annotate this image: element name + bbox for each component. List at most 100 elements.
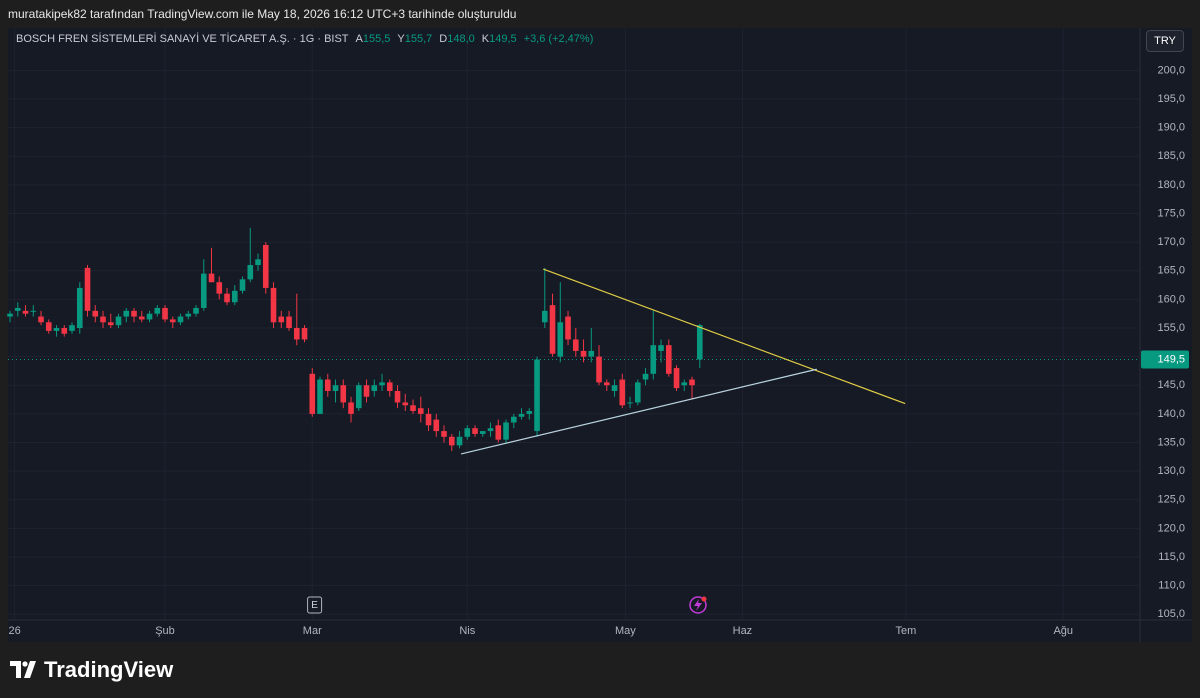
- ohlc-value: 149,5: [489, 33, 517, 45]
- candle-body: [510, 416, 517, 423]
- candle-body: [239, 279, 246, 291]
- y-tick-label: 130,0: [1157, 465, 1185, 477]
- candle-body: [642, 373, 649, 380]
- last-price-label: 149,5: [1157, 353, 1185, 365]
- candle-body: [472, 428, 478, 434]
- candle-body: [355, 385, 362, 409]
- candle-body: [138, 316, 145, 320]
- candle-body: [417, 408, 424, 414]
- candle-body: [255, 259, 261, 266]
- candle-body: [557, 322, 564, 357]
- y-tick-label: 165,0: [1157, 265, 1185, 277]
- symbol-title: BOSCH FREN SİSTEMLERİ SANAYİ VE TİCARET …: [16, 33, 349, 45]
- candle-body: [363, 385, 370, 397]
- candle-body: [464, 428, 471, 437]
- candle-body: [100, 316, 106, 323]
- candle-body: [371, 385, 378, 391]
- candle-body: [650, 345, 657, 374]
- candle-body: [441, 431, 447, 437]
- candle-body: [193, 307, 199, 314]
- candle-body: [69, 325, 75, 331]
- candle-body: [658, 345, 664, 351]
- y-tick-label: 105,0: [1157, 608, 1185, 620]
- x-tick-label: May: [615, 625, 636, 637]
- candle-body: [696, 325, 703, 360]
- candle-body: [45, 322, 52, 331]
- chart-panel: [8, 28, 1192, 642]
- trendline: [543, 268, 906, 405]
- y-tick-label: 120,0: [1157, 522, 1185, 534]
- candle-body: [216, 282, 223, 294]
- x-tick-label: Haz: [733, 625, 753, 637]
- last-price-box: [1141, 350, 1189, 369]
- candle-body: [270, 287, 277, 323]
- y-tick-label: 155,0: [1157, 322, 1185, 334]
- candle-body: [503, 422, 509, 440]
- earnings-marker-label: E: [311, 600, 318, 611]
- candle-body: [534, 359, 540, 432]
- candle-body: [200, 273, 207, 308]
- y-tick-label: 110,0: [1158, 580, 1185, 592]
- y-tick-label: 170,0: [1157, 236, 1185, 248]
- candle-body: [309, 373, 316, 414]
- y-tick-label: 175,0: [1157, 207, 1185, 219]
- x-tick-label: Ağu: [1053, 625, 1073, 637]
- candle-body: [681, 382, 688, 386]
- y-tick-label: 200,0: [1157, 64, 1185, 76]
- candle-body: [425, 413, 432, 426]
- candle-body: [208, 273, 215, 283]
- ohlc-value: 155,7: [404, 33, 433, 45]
- candle-body: [224, 293, 230, 303]
- x-tick-label: Şub: [155, 625, 175, 637]
- brand: TradingView: [44, 657, 174, 682]
- price-change: +3,6 (+2,47%): [523, 33, 594, 45]
- earnings-marker-box: [307, 596, 323, 614]
- x-tick-label: Tem: [896, 625, 917, 637]
- y-tick-label: 185,0: [1157, 150, 1185, 162]
- candle-body: [588, 350, 595, 357]
- candle-body: [324, 379, 331, 391]
- candle-body: [286, 316, 292, 329]
- candle-body: [487, 428, 494, 432]
- event-icon-bolt: [694, 599, 702, 611]
- candle-body: [627, 402, 633, 404]
- currency-button[interactable]: TRY: [1146, 30, 1184, 52]
- x-tick-label: 26: [9, 625, 21, 637]
- candle-body: [549, 305, 556, 354]
- ohlc-key: K: [481, 33, 490, 45]
- y-tick-label: 135,0: [1157, 436, 1185, 448]
- candle-body: [92, 310, 99, 317]
- logo-icon: [10, 661, 36, 678]
- candle-body: [673, 368, 680, 389]
- candle-body: [146, 313, 153, 320]
- candle-body: [317, 379, 323, 414]
- candle-body: [348, 402, 354, 414]
- candle-body: [84, 267, 91, 311]
- candle-body: [433, 419, 440, 432]
- candle-body: [619, 379, 626, 406]
- ohlc-value: 155,5: [362, 33, 391, 45]
- candle-body: [38, 316, 44, 323]
- candle-body: [386, 382, 393, 391]
- ohlc-key: A: [355, 33, 363, 45]
- candle-body: [518, 413, 525, 417]
- candle-body: [301, 328, 308, 340]
- candle-body: [611, 385, 618, 391]
- candle-body: [410, 405, 416, 412]
- event-icon-dot: [701, 596, 707, 602]
- candle-body: [526, 411, 533, 414]
- candle-body: [169, 319, 176, 323]
- ohlc-key: Y: [397, 33, 405, 45]
- candle-body: [332, 385, 339, 391]
- candle-body: [115, 316, 122, 326]
- symbol-header: BOSCH FREN SİSTEMLERİ SANAYİ VE TİCARET …: [16, 33, 593, 45]
- attribution: muratakipek82 tarafından TradingView.com…: [8, 7, 517, 21]
- candle-body: [177, 316, 184, 323]
- y-tick-label: 140,0: [1157, 408, 1185, 420]
- candle-body: [22, 310, 29, 314]
- candle-body: [107, 322, 114, 326]
- candle-body: [541, 310, 548, 323]
- candle-body: [14, 307, 21, 311]
- candle-body: [379, 382, 385, 386]
